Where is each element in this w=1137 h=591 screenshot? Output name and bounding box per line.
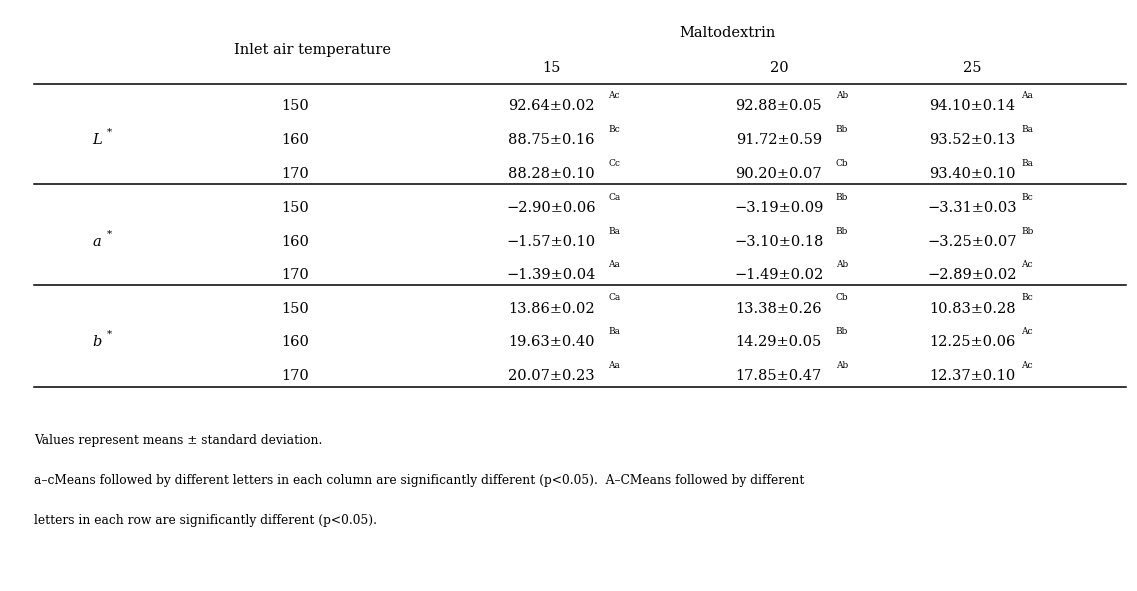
Text: Bb: Bb	[836, 226, 848, 236]
Text: −3.10±0.18: −3.10±0.18	[735, 235, 823, 249]
Text: Bc: Bc	[1021, 193, 1032, 202]
Text: 160: 160	[282, 133, 309, 147]
Text: 88.75±0.16: 88.75±0.16	[508, 133, 595, 147]
Text: 92.64±0.02: 92.64±0.02	[508, 99, 595, 113]
Text: 12.37±0.10: 12.37±0.10	[929, 369, 1015, 383]
Text: 92.88±0.05: 92.88±0.05	[736, 99, 822, 113]
Text: 150: 150	[282, 201, 309, 215]
Text: Ac: Ac	[1021, 260, 1032, 269]
Text: b: b	[92, 335, 101, 349]
Text: Ab: Ab	[836, 260, 848, 269]
Text: Values represent means ± standard deviation.: Values represent means ± standard deviat…	[34, 434, 323, 447]
Text: a: a	[92, 235, 101, 249]
Text: 170: 170	[282, 167, 309, 181]
Text: 94.10±0.14: 94.10±0.14	[929, 99, 1015, 113]
Text: 91.72±0.59: 91.72±0.59	[736, 133, 822, 147]
Text: Ab: Ab	[836, 91, 848, 100]
Text: −1.39±0.04: −1.39±0.04	[507, 268, 596, 282]
Text: Bb: Bb	[836, 125, 848, 134]
Text: 170: 170	[282, 369, 309, 383]
Text: 150: 150	[282, 301, 309, 316]
Text: *: *	[107, 330, 113, 339]
Text: 93.40±0.10: 93.40±0.10	[929, 167, 1015, 181]
Text: Maltodextrin: Maltodextrin	[680, 25, 775, 40]
Text: 13.38±0.26: 13.38±0.26	[736, 301, 822, 316]
Text: 20: 20	[770, 61, 788, 75]
Text: Cb: Cb	[836, 158, 848, 168]
Text: 160: 160	[282, 235, 309, 249]
Text: 93.52±0.13: 93.52±0.13	[929, 133, 1015, 147]
Text: 13.86±0.02: 13.86±0.02	[508, 301, 595, 316]
Text: 19.63±0.40: 19.63±0.40	[508, 335, 595, 349]
Text: *: *	[107, 128, 113, 137]
Text: Ac: Ac	[608, 91, 620, 100]
Text: Ba: Ba	[1021, 125, 1034, 134]
Text: −1.57±0.10: −1.57±0.10	[507, 235, 596, 249]
Text: L: L	[92, 133, 101, 147]
Text: −2.89±0.02: −2.89±0.02	[928, 268, 1016, 282]
Text: 15: 15	[542, 61, 561, 75]
Text: Bc: Bc	[608, 125, 620, 134]
Text: *: *	[107, 229, 113, 239]
Text: Ba: Ba	[1021, 158, 1034, 168]
Text: Bb: Bb	[1021, 226, 1034, 236]
Text: −3.31±0.03: −3.31±0.03	[928, 201, 1016, 215]
Text: 90.20±0.07: 90.20±0.07	[736, 167, 822, 181]
Text: Cc: Cc	[608, 158, 621, 168]
Text: Aa: Aa	[608, 260, 620, 269]
Text: 10.83±0.28: 10.83±0.28	[929, 301, 1015, 316]
Text: −3.25±0.07: −3.25±0.07	[928, 235, 1016, 249]
Text: letters in each row are significantly different (p<0.05).: letters in each row are significantly di…	[34, 514, 377, 527]
Text: Aa: Aa	[608, 361, 620, 370]
Text: 20.07±0.23: 20.07±0.23	[508, 369, 595, 383]
Text: Ca: Ca	[608, 293, 621, 303]
Text: −1.49±0.02: −1.49±0.02	[735, 268, 823, 282]
Text: −2.90±0.06: −2.90±0.06	[507, 201, 596, 215]
Text: Inlet air temperature: Inlet air temperature	[234, 43, 391, 57]
Text: 170: 170	[282, 268, 309, 282]
Text: Ba: Ba	[608, 226, 621, 236]
Text: 88.28±0.10: 88.28±0.10	[508, 167, 595, 181]
Text: Cb: Cb	[836, 293, 848, 303]
Text: Ac: Ac	[1021, 361, 1032, 370]
Text: Bb: Bb	[836, 193, 848, 202]
Text: Ab: Ab	[836, 361, 848, 370]
Text: Aa: Aa	[1021, 91, 1032, 100]
Text: Bb: Bb	[836, 327, 848, 336]
Text: −3.19±0.09: −3.19±0.09	[735, 201, 823, 215]
Text: 17.85±0.47: 17.85±0.47	[736, 369, 822, 383]
Text: Ca: Ca	[608, 193, 621, 202]
Text: 25: 25	[963, 61, 981, 75]
Text: Bc: Bc	[1021, 293, 1032, 303]
Text: a–cMeans followed by different letters in each column are significantly differen: a–cMeans followed by different letters i…	[34, 474, 805, 487]
Text: 14.29±0.05: 14.29±0.05	[736, 335, 822, 349]
Text: 160: 160	[282, 335, 309, 349]
Text: 12.25±0.06: 12.25±0.06	[929, 335, 1015, 349]
Text: 150: 150	[282, 99, 309, 113]
Text: Ac: Ac	[1021, 327, 1032, 336]
Text: Ba: Ba	[608, 327, 621, 336]
